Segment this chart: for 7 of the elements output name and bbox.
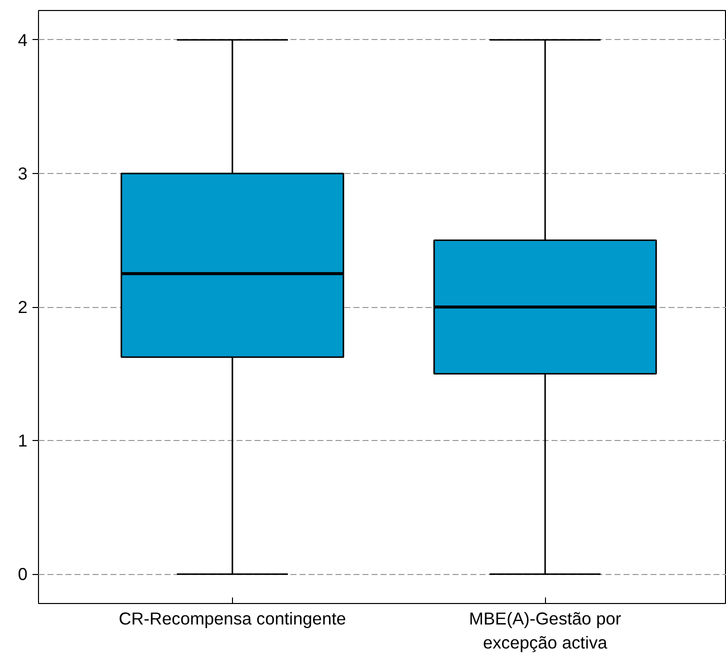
x-tick-label: CR-Recompensa contingente (118, 608, 346, 628)
y-tick-label: 3 (18, 163, 28, 184)
y-tick-label: 0 (18, 564, 28, 584)
x-tick-label: MBE(A)-Gestão por excepção activa (469, 608, 622, 652)
y-tick-label: 1 (18, 430, 28, 451)
y-tick-label: 4 (18, 30, 28, 50)
y-tick-label: 2 (18, 297, 28, 317)
